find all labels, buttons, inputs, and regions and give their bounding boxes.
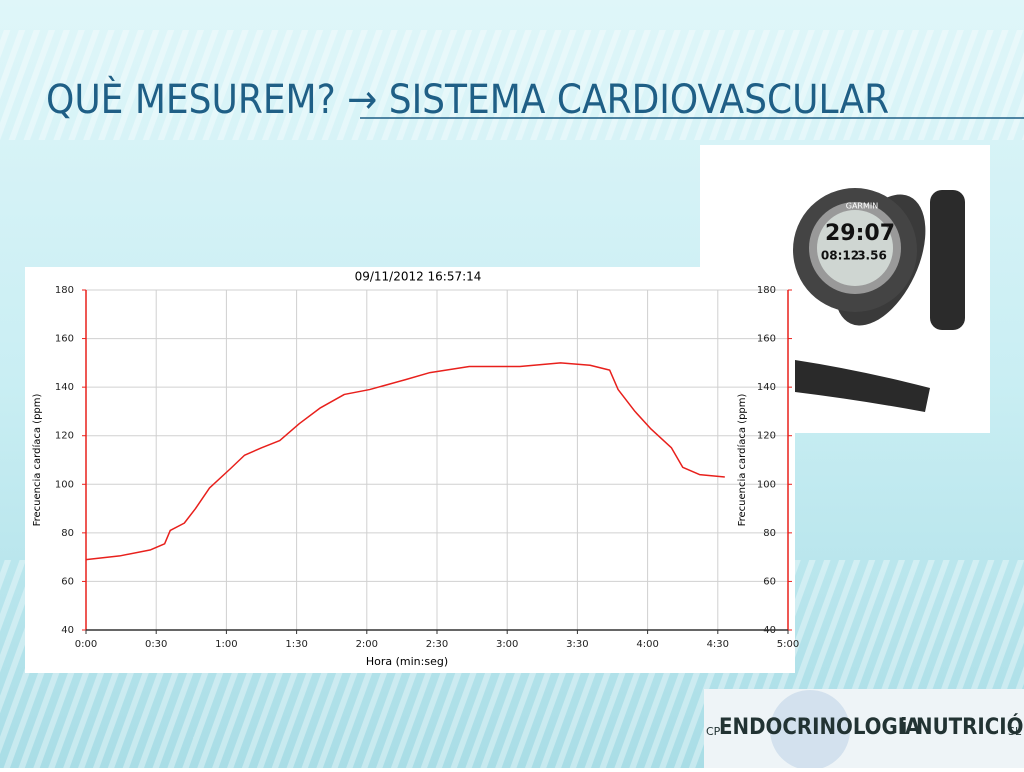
x-tick-label: 3:30	[566, 639, 588, 650]
data-line	[85, 362, 725, 561]
logo-suffix: SL	[1008, 725, 1022, 738]
y-tick-label: 100	[55, 479, 74, 490]
x-tick-label: 0:30	[145, 639, 167, 650]
y2-tick-label: 60	[763, 576, 776, 587]
slide-title: QUÈ MESUREM? → SISTEMA CARDIOVASCULAR	[46, 75, 889, 123]
stripes	[0, 30, 1024, 140]
logo-prefix: CP	[706, 725, 721, 738]
y2-tick-label: 140	[757, 382, 776, 393]
logo-word: ENDOCRINOLOGIA	[719, 715, 921, 740]
logo: CP ENDOCRINOLOGIA i NUTRICIÓ SL	[704, 689, 1024, 770]
watch-photo: GARMIN 29:07 08:12 3.56	[700, 145, 990, 433]
x-tick-label: 2:00	[356, 639, 378, 650]
y2-tick-label: 120	[757, 431, 776, 442]
chart: 09/11/2012 16:57:14 40 60 80 100 120 140 160 180…	[31, 270, 799, 669]
x-tick-label: 0:00	[75, 639, 97, 650]
watch-clock: 08:12	[821, 249, 859, 263]
logo-joiner: i	[900, 715, 908, 740]
y-tick-label: 120	[55, 431, 74, 442]
y-tick-label: 60	[61, 576, 74, 587]
y2-axis-label: Frecuencia cardíaca (ppm)	[736, 393, 748, 526]
x-tick-label: 4:00	[636, 639, 658, 650]
y-axis-label: Frecuencia cardíaca (ppm)	[31, 393, 43, 526]
y2-tick-label: 80	[763, 528, 776, 539]
y-tick-label: 80	[61, 528, 74, 539]
watch-brand: GARMIN	[846, 202, 878, 211]
y2-tick-label: 160	[757, 334, 776, 345]
y-tick-label: 140	[55, 382, 74, 393]
x-tick-label: 1:30	[285, 639, 307, 650]
y-tick-label: 180	[55, 285, 74, 296]
chart-panel	[25, 267, 795, 673]
y-tick-label: 40	[61, 625, 74, 636]
x-tick-label: 4:30	[707, 639, 729, 650]
watch-time: 29:07	[825, 221, 895, 246]
x-tick-label: 3:00	[496, 639, 518, 650]
logo-word: NUTRICIÓ	[916, 714, 1023, 740]
y2-tick-label: 180	[757, 285, 776, 296]
y-tick-label: 160	[55, 334, 74, 345]
x-axis-label: Hora (min:seg)	[366, 655, 448, 668]
watch-distance: 3.56	[857, 249, 887, 263]
y2-tick-label: 100	[757, 479, 776, 490]
x-tick-label: 5:00	[777, 639, 799, 650]
x-tick-label: 1:00	[215, 639, 237, 650]
chart-title: 09/11/2012 16:57:14	[355, 270, 482, 284]
x-tick-label: 2:30	[426, 639, 448, 650]
